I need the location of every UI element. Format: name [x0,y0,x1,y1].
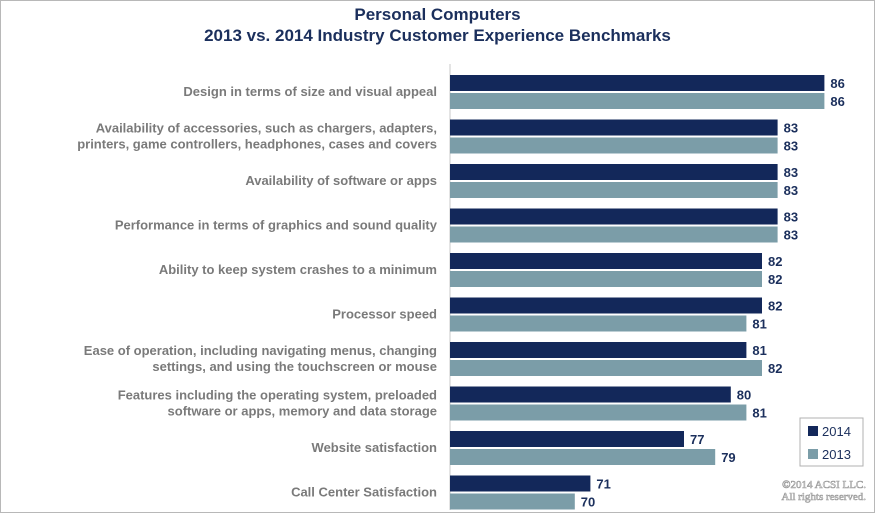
bar-2013-2 [450,182,778,198]
bar-2013-9 [450,493,575,510]
value-label-2013-9: 70 [581,495,595,510]
category-label-7: Features including the operating system,… [118,388,437,419]
value-label-2014-9: 71 [596,477,610,492]
value-label-2013-3: 83 [784,228,798,243]
value-label-2014-8: 77 [690,432,704,447]
value-label-2013-1: 83 [784,139,798,154]
value-label-2013-8: 79 [721,450,735,465]
bar-2013-8 [450,449,716,465]
bar-2014-0 [450,75,825,91]
bar-2013-4 [450,271,762,287]
category-label-4: Ability to keep system crashes to a mini… [159,262,437,277]
bar-2013-1 [450,137,778,154]
copyright-watermark: ©2014 ACSI LLC.All rights reserved. [781,479,866,504]
bar-2013-0 [450,93,825,109]
bar-2014-5 [450,297,762,314]
bar-2014-3 [450,208,778,225]
chart-title-line: Personal Computers [354,5,521,24]
value-label-2013-2: 83 [784,183,798,198]
legend-label-2014: 2014 [822,424,851,439]
chart-subtitle-line: 2013 vs. 2014 Industry Customer Experien… [204,26,671,45]
value-label-2013-6: 82 [768,361,782,376]
category-label-0: Design in terms of size and visual appea… [183,84,437,99]
bars-layer [450,75,825,510]
value-label-2013-7: 81 [752,406,766,421]
bar-2013-6 [450,360,762,376]
value-label-2014-4: 82 [768,254,782,269]
value-label-2014-7: 80 [737,388,751,403]
legend-label-2013: 2013 [822,447,851,462]
value-label-2013-5: 81 [752,317,766,332]
category-labels-layer: Design in terms of size and visual appea… [77,84,438,500]
bar-2013-5 [450,315,747,332]
category-label-3: Performance in terms of graphics and sou… [115,218,438,233]
value-label-2014-6: 81 [752,343,766,358]
bar-2014-7 [450,386,731,403]
value-label-2014-2: 83 [784,165,798,180]
value-label-2014-0: 86 [830,76,844,91]
category-label-5: Processor speed [332,307,437,322]
bar-2014-2 [450,164,778,180]
watermark-line-0: ©2014 ACSI LLC. [782,479,866,491]
legend-swatch-2014 [808,426,818,436]
category-label-1: Availability of accessories, such as cha… [77,121,437,152]
watermark-line-1: All rights reserved. [781,491,866,503]
chart-title: Personal Computers 2013 vs. 2014 Industr… [0,4,875,46]
value-label-2013-0: 86 [830,94,844,109]
value-label-2014-5: 82 [768,299,782,314]
bar-2014-4 [450,253,762,269]
bar-2014-6 [450,342,747,358]
bar-2013-3 [450,226,778,243]
bar-2014-8 [450,431,684,447]
bar-2013-7 [450,404,747,421]
category-label-8: Website satisfaction [312,440,438,455]
legend: 2014 2013 [799,417,864,467]
bar-2014-9 [450,475,591,492]
bar-2014-1 [450,119,778,136]
category-label-9: Call Center Satisfaction [291,485,437,500]
value-label-2013-4: 82 [768,272,782,287]
value-label-2014-3: 83 [784,210,798,225]
category-label-2: Availability of software or apps [245,173,437,188]
legend-swatch-2013 [808,449,818,459]
value-label-2014-1: 83 [784,121,798,136]
category-label-6: Ease of operation, including navigating … [84,343,437,374]
